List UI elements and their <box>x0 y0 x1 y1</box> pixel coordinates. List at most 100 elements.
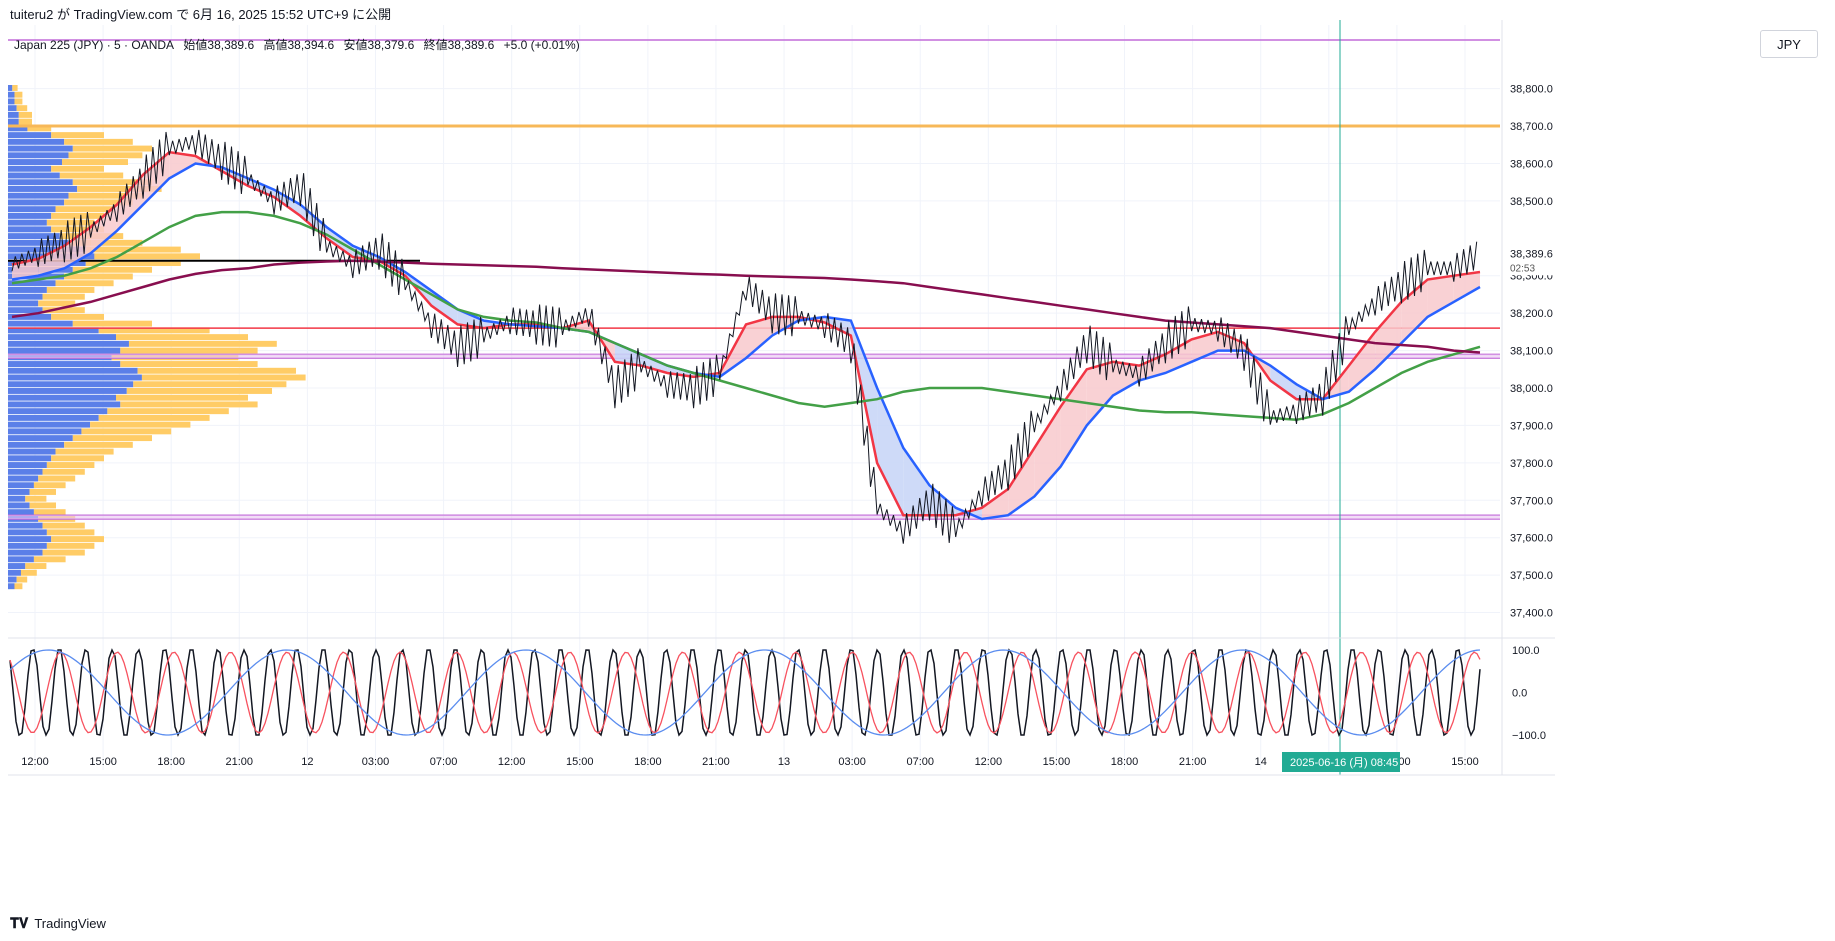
vp-bar-down <box>77 186 162 192</box>
y-tick-label: 38,700.0 <box>1510 121 1553 133</box>
axes: 38,800.038,700.038,600.038,500.038,300.0… <box>8 20 1555 776</box>
currency-button[interactable]: JPY <box>1760 30 1818 58</box>
cloud-segment <box>929 485 956 516</box>
x-tick-label: 12:00 <box>21 756 49 768</box>
y-tick-label: 37,900.0 <box>1510 420 1553 432</box>
x-tick-label: 21:00 <box>702 756 730 768</box>
vp-bar-up <box>8 125 28 132</box>
vp-bar-down <box>33 509 66 516</box>
cloud-segment <box>1427 275 1454 317</box>
vp-bar-down <box>46 219 95 226</box>
vp-bar-up <box>8 367 138 374</box>
vp-bar-down <box>64 138 133 145</box>
vp-bar-down <box>38 300 76 307</box>
vp-bar-up <box>8 482 34 489</box>
vp-bar-down <box>116 334 248 341</box>
vp-bar-up <box>8 145 73 152</box>
vp-bar-up <box>8 226 52 233</box>
change-value: +5.0 (+0.01%) <box>503 38 580 52</box>
vp-bar-up <box>8 536 52 543</box>
vp-bar-down <box>38 475 76 482</box>
vp-bar-up <box>8 414 99 421</box>
x-tick-label: 07:00 <box>906 756 934 768</box>
footer: 𝐓𝐕 TradingView <box>10 915 106 932</box>
vp-bar-up <box>8 293 43 300</box>
vp-bar-up <box>8 239 69 246</box>
vp-bar-down <box>137 367 296 374</box>
vp-bar-up <box>8 502 30 509</box>
stoch-tick-label: 100.0 <box>1512 645 1540 657</box>
vp-bar-up <box>8 313 52 320</box>
vp-bar-down <box>18 111 32 118</box>
vp-bar-down <box>33 556 66 563</box>
vp-bar-up <box>8 394 116 401</box>
vp-bar-up <box>8 556 34 563</box>
vp-bar-down <box>29 489 56 495</box>
vp-bar-up <box>8 428 82 435</box>
vp-bar-down <box>85 246 181 253</box>
cursor-date-box <box>1282 752 1400 772</box>
vp-bar-down <box>14 583 23 590</box>
vp-bar-up <box>8 118 19 125</box>
countdown-label: 02:53 <box>1510 263 1535 274</box>
vp-bar-down <box>98 414 210 421</box>
vp-bar-up <box>8 111 19 118</box>
cloud-segment <box>641 354 668 374</box>
vp-bar-down <box>64 199 133 206</box>
vp-bar-up <box>8 307 43 314</box>
vp-bar-down <box>46 529 95 536</box>
cloud-segment <box>1375 301 1402 370</box>
x-tick-label: 13 <box>778 756 790 768</box>
vp-bar-down <box>27 125 52 132</box>
vp-bar-up <box>8 549 43 556</box>
x-tick-label: 18:00 <box>1111 756 1139 768</box>
vp-bar-down <box>98 327 210 334</box>
vp-bar-up <box>8 287 47 293</box>
vp-bar-down <box>72 145 152 152</box>
x-tick-label: 15:00 <box>89 756 117 768</box>
price-path <box>11 129 1478 544</box>
footer-brand[interactable]: TradingView <box>34 916 106 931</box>
y-tick-label: 38,000.0 <box>1510 383 1553 395</box>
vp-bar-down <box>81 428 172 435</box>
cloud-segment <box>1270 365 1297 400</box>
vp-bar-down <box>141 374 306 381</box>
stoch-k-line <box>9 648 1481 737</box>
y-tick-label: 38,500.0 <box>1510 196 1553 208</box>
y-tick-label: 38,200.0 <box>1510 308 1553 320</box>
y-tick-label: 38,800.0 <box>1510 84 1553 96</box>
y-tick-label: 37,600.0 <box>1510 533 1553 545</box>
stochastic-pane: 100.0 0.0 −100.0 <box>9 645 1546 742</box>
vp-bar-up <box>8 569 21 576</box>
y-tick-label: 38,100.0 <box>1510 346 1553 358</box>
x-tick-label: 15:00 <box>566 756 594 768</box>
vp-bar-down <box>64 273 133 280</box>
vp-bar-down <box>25 563 47 569</box>
vp-bar-down <box>55 280 114 287</box>
x-tick-label: 12 <box>301 756 313 768</box>
vp-bar-down <box>55 448 114 455</box>
symbol-name[interactable]: Japan 225 (JPY) · 5 · OANDA <box>14 38 175 52</box>
x-tick-label: 15:00 <box>1451 756 1479 768</box>
x-tick-label: 18:00 <box>157 756 185 768</box>
vp-bar-down <box>133 381 287 388</box>
vp-bar-down <box>16 576 28 583</box>
vp-bar-up <box>8 583 15 590</box>
vp-bar-down <box>16 105 28 112</box>
vp-bar-down <box>120 347 258 354</box>
vp-bar-up <box>8 495 26 502</box>
vp-bar-up <box>8 441 65 448</box>
vp-bar-up <box>8 300 39 307</box>
vp-bar-up <box>8 212 52 219</box>
x-tick-label: 21:00 <box>226 756 254 768</box>
cloud-segment <box>1191 331 1218 362</box>
vp-bar-up <box>8 448 56 455</box>
vp-bar-up <box>8 179 73 186</box>
vp-bar-up <box>8 576 17 583</box>
vp-bar-down <box>51 455 104 462</box>
purple-zone <box>8 354 1500 359</box>
cloud-segment <box>877 388 904 516</box>
vp-bar-down <box>128 340 277 347</box>
vp-bar-up <box>8 401 121 408</box>
